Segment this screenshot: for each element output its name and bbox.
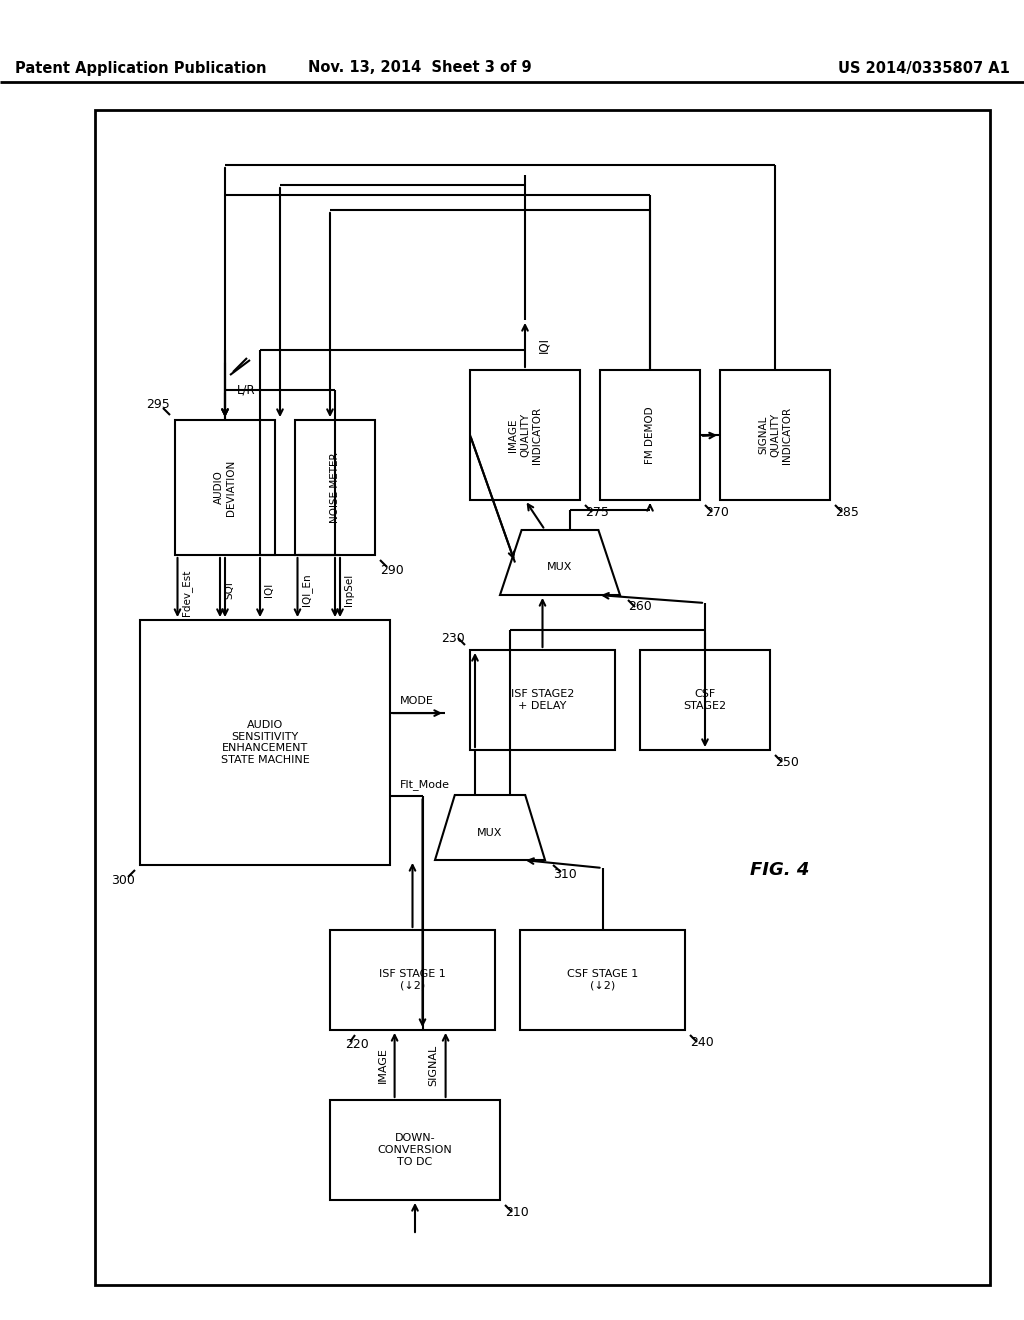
Bar	[520, 931, 685, 1030]
Text: InpSel: InpSel	[344, 574, 354, 606]
Text: L/R: L/R	[237, 384, 256, 396]
Text: US 2014/0335807 A1: US 2014/0335807 A1	[838, 61, 1010, 75]
Polygon shape	[500, 531, 620, 595]
Text: SQI: SQI	[224, 581, 234, 599]
Text: 290: 290	[380, 564, 403, 577]
Text: AUDIO
SENSITIVITY
ENHANCEMENT
STATE MACHINE: AUDIO SENSITIVITY ENHANCEMENT STATE MACH…	[220, 721, 309, 764]
Text: FIt_Mode: FIt_Mode	[400, 779, 450, 789]
Text: ISF STAGE2
+ DELAY: ISF STAGE2 + DELAY	[511, 689, 574, 710]
Bar	[295, 420, 375, 554]
Bar	[140, 620, 390, 865]
Text: Fdev_Est: Fdev_Est	[181, 570, 193, 616]
Text: DOWN-
CONVERSION
TO DC: DOWN- CONVERSION TO DC	[378, 1134, 453, 1167]
Text: 275: 275	[585, 506, 609, 519]
Text: 270: 270	[705, 506, 729, 519]
Text: SIGNAL
QUALITY
INDICATOR: SIGNAL QUALITY INDICATOR	[759, 407, 792, 463]
Text: MUX: MUX	[547, 562, 572, 573]
Bar	[330, 1100, 500, 1200]
Bar	[470, 649, 615, 750]
Bar	[470, 370, 580, 500]
Text: NOISE METER: NOISE METER	[330, 453, 340, 523]
Bar	[640, 649, 770, 750]
Polygon shape	[435, 795, 545, 861]
Text: 285: 285	[835, 506, 859, 519]
Text: 295: 295	[146, 399, 170, 412]
Text: CSF STAGE 1
(↓2): CSF STAGE 1 (↓2)	[567, 969, 638, 991]
Text: 310: 310	[553, 869, 577, 882]
Text: 230: 230	[441, 631, 465, 644]
Text: Patent Application Publication: Patent Application Publication	[15, 61, 266, 75]
Bar	[95, 110, 990, 1284]
Text: SIGNAL: SIGNAL	[429, 1044, 438, 1085]
Text: AUDIO
DEVIATION: AUDIO DEVIATION	[214, 459, 236, 516]
Text: IMAGE: IMAGE	[378, 1047, 388, 1082]
Bar	[720, 370, 830, 500]
Text: CSF
STAGE2: CSF STAGE2	[683, 689, 727, 710]
Text: 210: 210	[505, 1205, 528, 1218]
Text: 260: 260	[628, 601, 651, 614]
Text: ISF STAGE 1
(↓2): ISF STAGE 1 (↓2)	[379, 969, 445, 991]
Text: IQI: IQI	[537, 337, 550, 352]
Text: IMAGE
QUALITY
INDICATOR: IMAGE QUALITY INDICATOR	[508, 407, 542, 463]
Bar	[600, 370, 700, 500]
Bar	[175, 420, 275, 554]
Text: IQI: IQI	[264, 583, 274, 597]
Text: 220: 220	[345, 1039, 369, 1052]
Text: FM DEMOD: FM DEMOD	[645, 407, 655, 463]
Text: FIG. 4: FIG. 4	[751, 861, 810, 879]
Text: 250: 250	[775, 755, 799, 768]
Bar	[330, 931, 495, 1030]
Text: IQI_En: IQI_En	[301, 574, 312, 606]
Text: MODE: MODE	[400, 696, 434, 706]
Text: Nov. 13, 2014  Sheet 3 of 9: Nov. 13, 2014 Sheet 3 of 9	[308, 61, 531, 75]
Text: MUX: MUX	[477, 828, 503, 837]
Text: 240: 240	[690, 1035, 714, 1048]
Text: 300: 300	[112, 874, 135, 887]
